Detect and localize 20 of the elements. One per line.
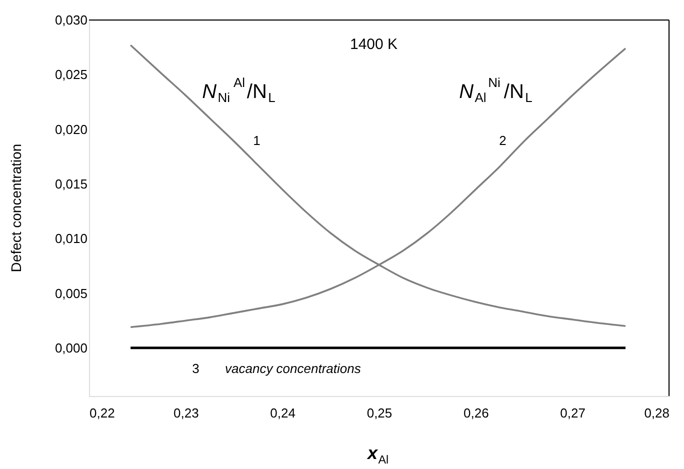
y-tick-label: 0,020 <box>54 122 88 137</box>
y-tick-label: 0,005 <box>54 286 88 301</box>
annotation: 1 <box>253 133 260 148</box>
y-tick-label: 0,015 <box>54 176 88 192</box>
y-tick-label: 0,025 <box>54 67 88 82</box>
annotation: 3 <box>192 361 200 376</box>
y-tick-label: 0,010 <box>54 231 88 246</box>
y-tick-label: 0,000 <box>54 340 88 356</box>
x-tick-label: 0,27 <box>560 406 586 420</box>
annotation: 1400 K <box>350 36 398 53</box>
annotation: 2 <box>499 133 506 148</box>
x-tick-label: 0,26 <box>464 406 489 420</box>
annotation: vacancy concentrations <box>225 361 362 376</box>
y-tick-label: 0,030 <box>54 12 88 28</box>
x-tick-label: 0,24 <box>270 406 296 420</box>
x-tick-label: 0,22 <box>90 406 115 420</box>
x-tick-label: 0,23 <box>174 406 199 420</box>
x-tick-label: 0,25 <box>366 406 392 420</box>
x-tick-label: 0,28 <box>644 406 670 420</box>
y-axis-title: Defect concentration <box>8 144 24 272</box>
